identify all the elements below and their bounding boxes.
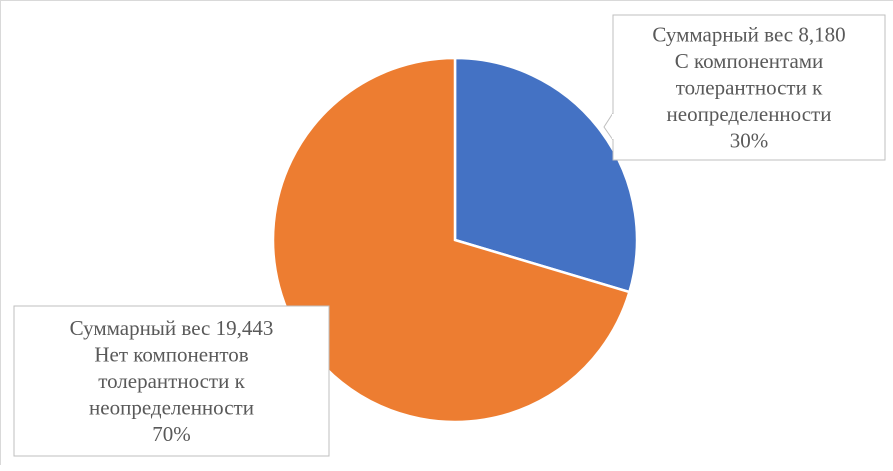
slices-layer [271, 56, 639, 424]
label-2-line-1: Суммарный вес 19,443 [70, 316, 274, 340]
label-1-line-2: С компонентами [675, 49, 824, 73]
label-1-line-4: неопределенности [667, 102, 832, 126]
label-2-line-3: толерантности к [98, 369, 245, 393]
label-pointer-1 [603, 112, 614, 141]
label-2-line-5: 70% [152, 422, 191, 446]
label-1-line-1: Суммарный вес 8,180 [652, 23, 845, 47]
data-label-2: Суммарный вес 19,443 Нет компонентовтолер… [13, 305, 330, 457]
label-2-line-4: неопределенности [89, 396, 254, 420]
label-1-line-5: 30% [730, 129, 769, 153]
pie-slice-1 [453, 56, 639, 294]
label-box-1 [612, 14, 886, 161]
label-box-2 [13, 305, 330, 457]
label-2-line-2: Нет компонентов [94, 343, 248, 367]
label-1-line-3: толерантности к [676, 76, 823, 100]
